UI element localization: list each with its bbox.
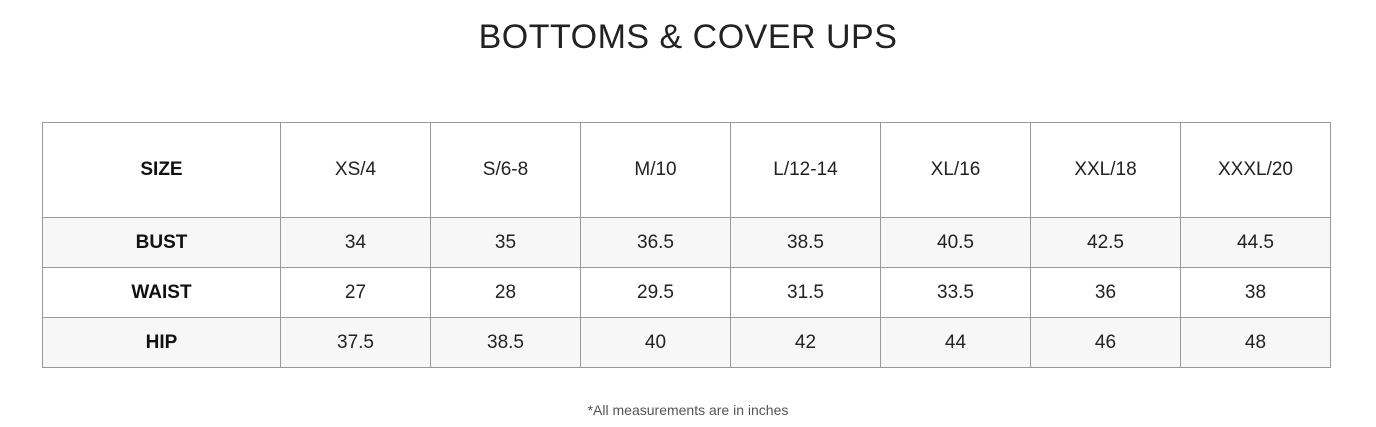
size-header: XXL/18 [1030, 122, 1181, 218]
measurement-cell: 38 [1180, 267, 1331, 318]
size-chart-table: SIZE XS/4 S/6-8 M/10 L/12-14 XL/16 XXL/18 XXXL/… [42, 122, 1331, 368]
measurement-cell: 48 [1180, 317, 1331, 368]
measurement-cell: 44 [880, 317, 1031, 368]
measurement-cell: 40 [580, 317, 731, 368]
header-label: SIZE [42, 122, 281, 218]
measurement-cell: 37.5 [280, 317, 431, 368]
measurement-cell: 28 [430, 267, 581, 318]
measurement-cell: 42.5 [1030, 217, 1181, 268]
size-header: M/10 [580, 122, 731, 218]
measurement-cell: 40.5 [880, 217, 1031, 268]
measurement-cell: 31.5 [730, 267, 881, 318]
row-label: WAIST [42, 267, 281, 318]
size-header: XXXL/20 [1180, 122, 1331, 218]
table-row: HIP 37.5 38.5 40 42 44 46 48 [42, 317, 1331, 368]
measurement-cell: 46 [1030, 317, 1181, 368]
measurement-cell: 33.5 [880, 267, 1031, 318]
measurement-cell: 38.5 [430, 317, 581, 368]
size-header: L/12-14 [730, 122, 881, 218]
row-label: BUST [42, 217, 281, 268]
measurement-cell: 34 [280, 217, 431, 268]
table-row: WAIST 27 28 29.5 31.5 33.5 36 38 [42, 267, 1331, 318]
measurement-cell: 29.5 [580, 267, 731, 318]
size-header: XL/16 [880, 122, 1031, 218]
size-header: XS/4 [280, 122, 431, 218]
table-row: BUST 34 35 36.5 38.5 40.5 42.5 44.5 [42, 217, 1331, 268]
row-label: HIP [42, 317, 281, 368]
header-row: SIZE XS/4 S/6-8 M/10 L/12-14 XL/16 XXL/18 XXXL/… [42, 122, 1331, 218]
measurement-cell: 38.5 [730, 217, 881, 268]
measurement-cell: 42 [730, 317, 881, 368]
measurement-cell: 36 [1030, 267, 1181, 318]
measurement-cell: 44.5 [1180, 217, 1331, 268]
measurement-cell: 27 [280, 267, 431, 318]
measurement-cell: 36.5 [580, 217, 731, 268]
measurement-cell: 35 [430, 217, 581, 268]
page-title: BOTTOMS & COVER UPS [478, 18, 898, 56]
footnote: *All measurements are in inches [587, 402, 789, 418]
size-header: S/6-8 [430, 122, 581, 218]
